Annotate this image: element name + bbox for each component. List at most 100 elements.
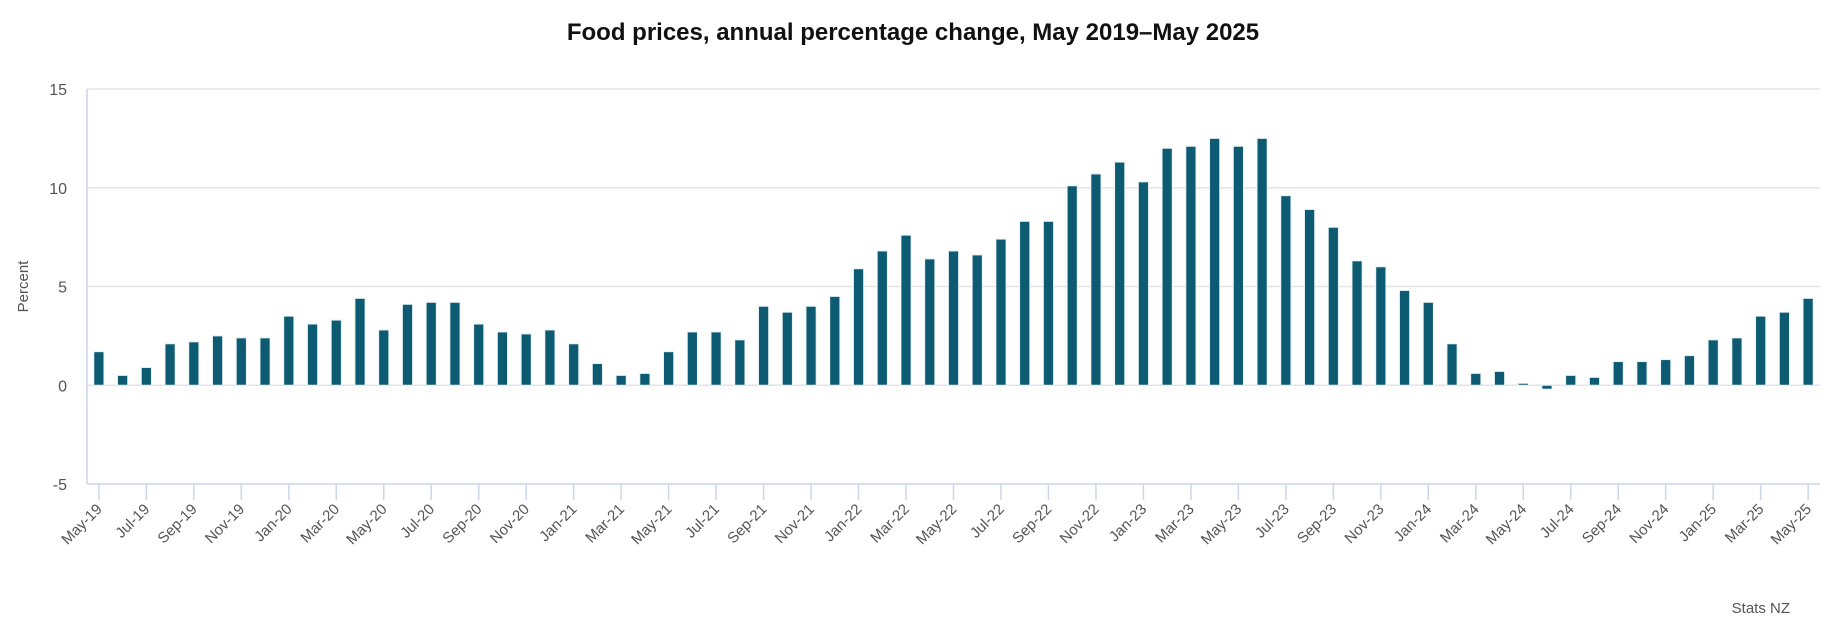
bar-mar-24 [1470,372,1482,386]
bar-oct-20 [496,331,509,386]
bar-apr-20 [354,297,366,386]
bar-jan-21 [568,343,580,386]
x-tick-label: Jan-25 [1676,501,1720,545]
bar-aug-22 [1019,220,1031,386]
bar-oct-21 [781,311,793,386]
bar-jul-24 [1565,374,1577,386]
bar-may-23 [1232,145,1244,386]
bar-feb-22 [876,250,888,386]
bar-oct-24 [1636,361,1648,386]
bar-mar-21 [615,374,627,386]
x-tick-label: Mar-25 [1722,501,1768,547]
y-axis-label: Percent [15,260,32,313]
bar-sep-21 [757,305,770,386]
bar-sep-22 [1042,220,1055,386]
bar-apr-24 [1493,370,1506,386]
x-tick-label: Mar-22 [867,501,913,547]
bar-jun-21 [686,331,698,386]
x-tick-label: Jan-23 [1106,501,1150,545]
bar-aug-23 [1303,208,1316,386]
bar-jan-23 [1137,181,1150,386]
bar-mar-25 [1755,315,1767,386]
bar-feb-20 [306,323,319,386]
x-tick-label: Sep-21 [724,501,770,547]
bar-feb-25 [1731,337,1743,386]
x-tick-label: Nov-21 [772,501,818,547]
y-tick-label: 0 [58,378,67,395]
x-tick-label: Jul-20 [397,501,438,542]
bar-nov-22 [1090,173,1102,386]
x-tick-label: Nov-19 [202,501,248,547]
bar-oct-23 [1351,260,1363,386]
x-tick-label: May-22 [913,501,960,548]
x-tick-label: Sep-20 [439,501,485,547]
x-tick-label: Sep-23 [1294,501,1340,547]
bar-mar-23 [1185,145,1197,386]
x-tick-label: May-23 [1198,501,1245,548]
bar-sep-19 [188,341,200,386]
bars [93,137,1814,390]
bar-may-19 [93,351,105,386]
bar-feb-23 [1161,147,1173,386]
bar-jun-20 [401,303,414,386]
bar-jan-25 [1707,339,1719,386]
bar-dec-19 [259,337,271,386]
x-tick-label: Mar-20 [297,501,343,547]
x-tick-label: Jul-22 [967,501,1008,542]
x-tick-label: Jul-21 [682,501,723,542]
bar-may-21 [663,351,675,386]
bar-jun-24 [1541,384,1553,390]
chart-title: Food prices, annual percentage change, M… [567,19,1259,46]
bar-jan-22 [852,268,865,386]
bar-jul-23 [1280,195,1292,386]
x-tick-label: Nov-23 [1341,501,1387,547]
x-tick-label: May-20 [343,501,390,548]
bar-sep-24 [1612,361,1624,386]
x-tick-label: Jan-22 [821,501,865,545]
x-tick-label: Jul-24 [1537,501,1578,542]
bar-may-22 [947,250,960,386]
bar-jun-23 [1256,137,1268,386]
bar-dec-22 [1114,161,1126,386]
x-tick-label: Mar-23 [1152,501,1198,547]
bar-dec-23 [1398,289,1411,386]
bar-aug-20 [449,301,461,386]
x-tick-label: Mar-24 [1437,501,1483,547]
x-tick-label: May-21 [628,501,675,548]
bar-jul-21 [710,331,722,386]
bar-mar-22 [900,234,912,386]
bar-apr-21 [639,372,651,386]
x-tick-label: Jul-19 [112,501,153,542]
source-credit: Stats NZ [1732,600,1790,617]
x-tick-label: Jan-21 [536,501,580,545]
bar-jul-20 [425,301,437,386]
x-tick-label: Jan-20 [251,501,295,545]
bar-oct-19 [211,335,224,386]
bar-jan-24 [1422,301,1434,386]
bar-dec-21 [829,295,841,386]
bar-mar-20 [330,319,342,386]
x-tick-label: Sep-24 [1579,501,1625,547]
bar-may-20 [378,329,390,386]
bar-jun-19 [117,374,129,386]
bar-nov-20 [520,333,532,386]
bar-nov-23 [1375,266,1387,386]
bar-nov-24 [1660,359,1672,386]
bar-may-25 [1802,297,1814,386]
bar-aug-19 [164,343,176,386]
x-tick-label: Nov-24 [1626,501,1672,547]
x-tick-label: Sep-22 [1009,501,1055,547]
x-tick-label: Sep-19 [154,501,200,547]
x-tick-label: Nov-20 [487,501,533,547]
x-tick-label: Mar-21 [582,501,628,547]
bar-jul-19 [140,366,152,386]
bar-nov-19 [235,337,247,386]
bar-oct-22 [1066,185,1078,386]
bar-apr-22 [924,258,936,386]
bar-dec-20 [544,329,556,386]
bar-feb-21 [591,363,604,386]
bar-jun-22 [971,254,983,386]
bar-aug-24 [1588,376,1601,386]
bar-feb-24 [1446,343,1458,386]
